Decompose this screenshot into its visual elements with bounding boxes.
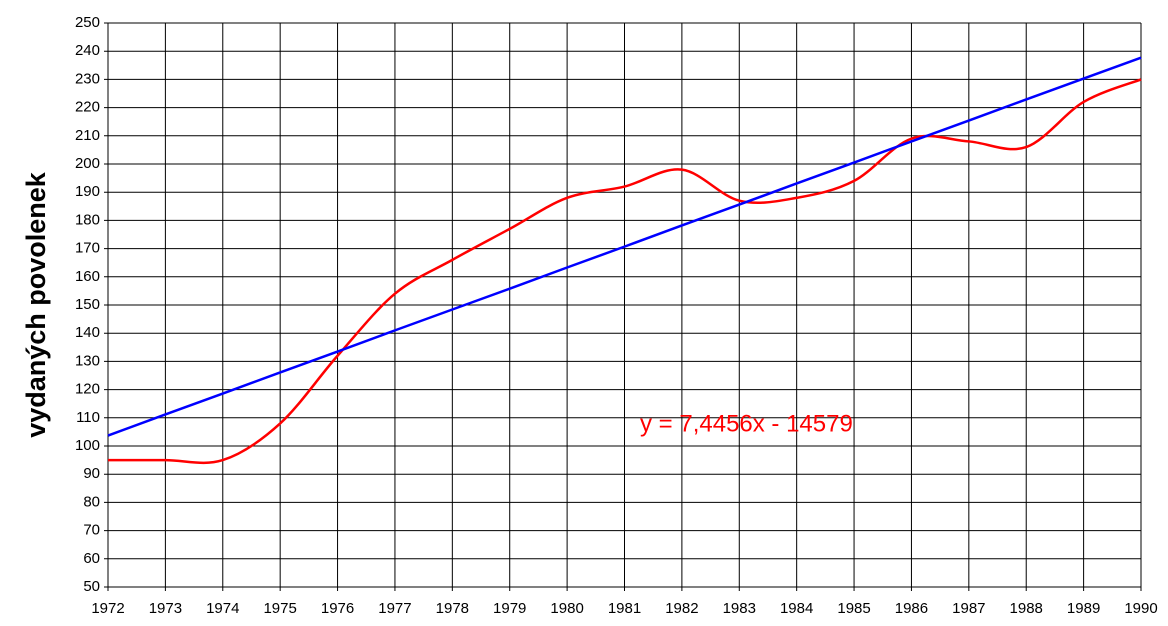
x-tick-label: 1974 bbox=[206, 600, 239, 617]
y-tick-label: 110 bbox=[76, 409, 100, 426]
x-tick-label: 1972 bbox=[91, 600, 124, 617]
x-tick-label: 1989 bbox=[1067, 600, 1100, 617]
data-line bbox=[107, 78, 1142, 465]
y-tick-label: 120 bbox=[75, 381, 100, 398]
x-tick-label: 1976 bbox=[321, 600, 354, 617]
x-tick-label: 1977 bbox=[378, 600, 411, 617]
y-tick-label: 220 bbox=[75, 99, 100, 116]
y-tick-label: 80 bbox=[83, 493, 100, 510]
x-tick-label: 1986 bbox=[895, 600, 928, 617]
data-line bbox=[107, 56, 1142, 437]
x-tick-label: 1981 bbox=[608, 600, 641, 617]
y-tick-label: 90 bbox=[83, 465, 100, 482]
y-tick-label: 130 bbox=[75, 352, 100, 369]
y-tick-label: 170 bbox=[75, 240, 100, 257]
x-tick-label: 1975 bbox=[263, 600, 296, 617]
x-tick-label: 1978 bbox=[436, 600, 469, 617]
y-tick-label: 50 bbox=[83, 578, 100, 595]
y-tick-label: 250 bbox=[75, 14, 100, 31]
x-tick-label: 1983 bbox=[723, 600, 756, 617]
x-tick-label: 1984 bbox=[780, 600, 813, 617]
x-tick-label: 1987 bbox=[952, 600, 985, 617]
y-tick-label: 60 bbox=[83, 550, 100, 567]
y-tick-label: 180 bbox=[75, 211, 100, 228]
y-tick-label: 70 bbox=[83, 522, 100, 539]
x-tick-label: 1985 bbox=[837, 600, 870, 617]
trend-equation: y = 7,4456x - 14579 bbox=[640, 410, 853, 437]
y-tick-label: 190 bbox=[75, 183, 100, 200]
y-tick-label: 210 bbox=[75, 127, 100, 144]
x-tick-label: 1982 bbox=[665, 600, 698, 617]
y-tick-label: 140 bbox=[75, 324, 100, 341]
y-tick-label: 240 bbox=[75, 42, 100, 59]
y-tick-label: 150 bbox=[75, 296, 100, 313]
x-tick-label: 1973 bbox=[149, 600, 182, 617]
y-tick-label: 160 bbox=[75, 268, 100, 285]
x-tick-label: 1990 bbox=[1124, 600, 1157, 617]
x-tick-label: 1979 bbox=[493, 600, 526, 617]
x-tick-label: 1988 bbox=[1010, 600, 1043, 617]
y-axis-label: vydaných povolenek bbox=[21, 171, 51, 438]
y-tick-label: 230 bbox=[75, 70, 100, 87]
y-tick-label: 100 bbox=[75, 437, 100, 454]
y-tick-label: 200 bbox=[75, 155, 100, 172]
x-tick-label: 1980 bbox=[550, 600, 583, 617]
